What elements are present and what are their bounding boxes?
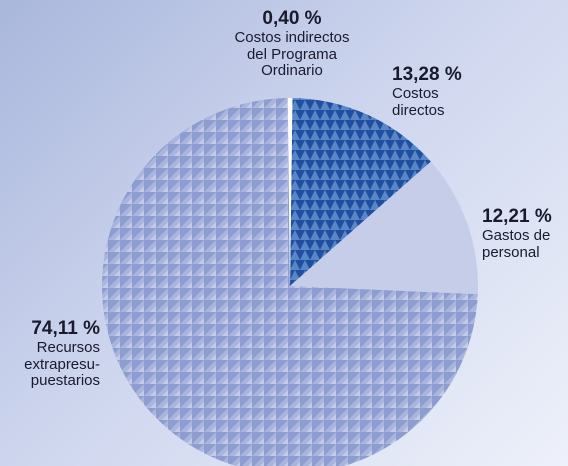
- pie-slice-3: [287, 97, 293, 287]
- value-recursos-extrapresupuestarios: 74,11 %: [31, 318, 100, 339]
- label-costos-directos: 13,28 % Costos directos: [392, 64, 502, 119]
- text-costos-indirectos: Costos indirectos del Programa Ordinario: [234, 28, 350, 80]
- pie-slices: [102, 97, 479, 466]
- pie-slice-2: [102, 98, 478, 466]
- text-recursos-extrapresupuestarios: Recursos extrapresu- puestarios: [24, 338, 100, 390]
- text-costos-directos: Costos directos: [392, 84, 445, 119]
- value-gastos-personal: 12,21 %: [482, 206, 552, 227]
- value-costos-indirectos: 0,40 %: [262, 8, 322, 29]
- label-costos-indirectos: 0,40 % Costos indirectos del Programa Or…: [212, 8, 372, 80]
- label-recursos-extrapresupuestarios: 74,11 % Recursos extrapresu- puestarios: [0, 318, 100, 390]
- pie-slice-0: [290, 98, 431, 287]
- text-gastos-personal: Gastos de personal: [482, 226, 551, 261]
- value-costos-directos: 13,28 %: [392, 64, 462, 85]
- pie-slice-1: [290, 161, 479, 295]
- label-gastos-personal: 12,21 % Gastos de personal: [482, 206, 568, 261]
